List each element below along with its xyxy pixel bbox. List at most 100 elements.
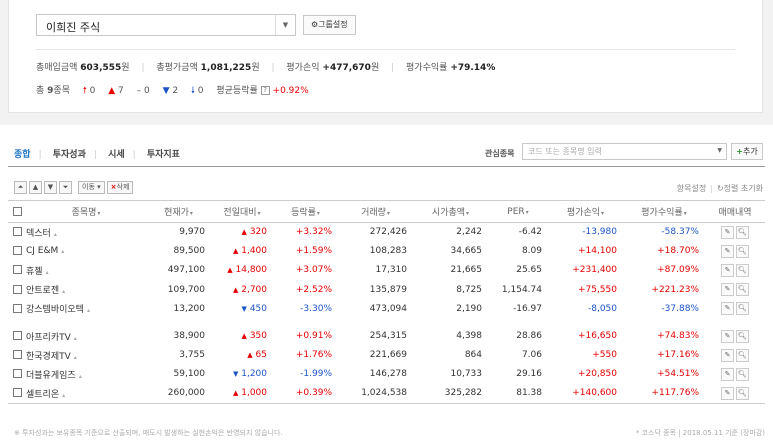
row-checkbox[interactable]	[12, 369, 22, 379]
table-row[interactable]: 강스템바이오텍 ▴ 13,200 ▼ 450 -3.30% 473,094 2,190 -16…	[8, 299, 765, 318]
volume-cell: 108,283	[369, 246, 407, 257]
tab-overview[interactable]: 종합	[14, 150, 31, 160]
stock-name[interactable]: 셀트리온	[26, 389, 60, 400]
pencil-icon[interactable]: ✎	[721, 367, 734, 381]
row-checkbox[interactable]	[12, 388, 22, 398]
row-controls: ⏶ ▲ ▼ ⏷ 이동 ▾ ×삭제	[14, 181, 134, 196]
per-cell: 29.16	[516, 369, 542, 380]
avg-rate-label: 평균등락률	[216, 86, 258, 96]
stock-name[interactable]: 덱스터	[26, 228, 51, 239]
column-settings-link[interactable]: 항목설정	[676, 184, 707, 193]
pencil-icon[interactable]: ✎	[721, 302, 734, 316]
change-cell: ▲ 320	[211, 223, 273, 242]
magnifier-icon[interactable]: 🔍︎	[736, 329, 749, 343]
eval-return-cell: +117.76%	[623, 384, 705, 404]
magnifier-icon[interactable]: 🔍︎	[736, 367, 749, 381]
pencil-icon[interactable]: ✎	[721, 225, 734, 239]
row-checkbox[interactable]	[12, 265, 22, 275]
row-checkbox[interactable]	[12, 227, 22, 237]
group-settings-button[interactable]: ⚙그룹설정	[303, 15, 356, 35]
add-stock-label: 추가	[742, 147, 758, 156]
eval-return-cell: +221.23%	[651, 284, 699, 295]
col-per[interactable]: PER▾	[488, 200, 548, 223]
col-price[interactable]: 현재가▾	[146, 200, 211, 223]
plus-icon: +	[736, 147, 743, 156]
table-row[interactable]: 덱스터 ▴ 9,970 ▲ 320 +3.32% 272,426 2,242 -6.42 -13…	[8, 223, 765, 242]
reset-sort-link[interactable]: 정렬 초기화	[723, 184, 763, 193]
magnifier-icon[interactable]: 🔍︎	[736, 225, 749, 239]
portfolio-select[interactable]: 이희진 주식 ▼	[36, 14, 296, 36]
row-checkbox[interactable]	[12, 284, 22, 294]
change-value: 320	[249, 227, 267, 238]
market-cap-cell: 8,725	[456, 284, 482, 295]
volume-cell: 221,669	[369, 350, 407, 361]
chevron-down-icon[interactable]: ▼	[275, 15, 295, 35]
divider	[36, 49, 735, 50]
eval-return-cell: +74.83%	[657, 331, 699, 342]
magnifier-icon[interactable]: 🔍︎	[736, 283, 749, 297]
magnifier-icon[interactable]: 🔍︎	[736, 244, 749, 258]
pencil-icon[interactable]: ✎	[721, 244, 734, 258]
table-row[interactable]: CJ E&M ▴ 89,500 ▲ 1,400 +1.59% 108,283 34,665 8…	[8, 242, 765, 261]
table-row[interactable]: 아프리카TV ▴ 38,900 ▲ 350 +0.91% 254,315 4,398 28.8…	[8, 326, 765, 345]
stock-name[interactable]: 아프리카TV	[26, 332, 71, 343]
table-row[interactable]: 셀트리온 ▴ 260,000 ▲ 1,000 +0.39% 1,024,538 325,28…	[8, 384, 765, 404]
per-cell: 7.06	[521, 350, 542, 361]
table-row[interactable]: 한국경제TV ▴ 3,755 ▲ 65 +1.76% 221,669 864 7.06 +550…	[8, 346, 765, 365]
move-button[interactable]: 이동 ▾	[78, 181, 105, 194]
row-checkbox[interactable]	[12, 350, 22, 360]
select-all-checkbox[interactable]	[12, 206, 22, 216]
table-row[interactable]: 안트로젠 ▴ 109,700 ▲ 2,700 +2.52% 135,879 8,725 1,1…	[8, 280, 765, 299]
market-dot-icon: ▴	[86, 307, 90, 315]
col-market-cap[interactable]: 시가총액▾	[413, 200, 488, 223]
magnifier-icon[interactable]: 🔍︎	[736, 263, 749, 277]
stock-name[interactable]: CJ E&M	[26, 246, 59, 257]
row-checkbox[interactable]	[12, 303, 22, 313]
stock-name-cell: 덱스터 ▴	[26, 223, 146, 242]
help-icon[interactable]: ?	[260, 86, 270, 95]
delete-button[interactable]: ×삭제	[106, 181, 134, 194]
row-select-cell	[8, 223, 26, 242]
total-eval-value: 1,081,225	[200, 63, 252, 73]
col-eval-pl[interactable]: 평가손익▾	[548, 200, 623, 223]
col-name[interactable]: 종목명▾	[26, 200, 146, 223]
eval-pl-value: +477,670	[322, 63, 371, 73]
table-row[interactable]: 휴젤 ▴ 497,100 ▲ 14,800 +3.07% 17,310 21,665 25.6…	[8, 261, 765, 280]
pencil-icon[interactable]: ✎	[721, 386, 734, 400]
volume-cell: 473,094	[369, 303, 407, 314]
move-top-button[interactable]: ⏶	[14, 181, 27, 194]
col-eval-return[interactable]: 평가수익률▾	[623, 200, 705, 223]
table-row[interactable]: 더블유게임즈 ▴ 59,100 ▼ 1,200 -1.99% 146,278 10,733 2…	[8, 365, 765, 384]
stock-name[interactable]: 강스템바이오텍	[26, 305, 84, 316]
total-eval-label: 총평가금액	[156, 63, 198, 73]
stock-name[interactable]: 휴젤	[26, 266, 43, 277]
stock-name[interactable]: 안트로젠	[26, 286, 60, 297]
pencil-icon[interactable]: ✎	[721, 263, 734, 277]
pencil-icon[interactable]: ✎	[721, 283, 734, 297]
row-checkbox[interactable]	[12, 246, 22, 256]
stock-name-cell: 안트로젠 ▴	[26, 280, 146, 299]
stock-search-input[interactable]: 코드 또는 종목명 입력 ▼	[522, 143, 727, 160]
tab-performance[interactable]: 투자성과	[52, 150, 86, 160]
chevron-down-icon[interactable]: ▼	[717, 147, 722, 154]
market-dot-icon: ▴	[61, 248, 65, 256]
stock-name[interactable]: 한국경제TV	[26, 351, 71, 362]
magnifier-icon[interactable]: 🔍︎	[736, 302, 749, 316]
pencil-icon[interactable]: ✎	[721, 329, 734, 343]
tab-indicators[interactable]: 투자지표	[146, 150, 180, 160]
stock-name[interactable]: 더블유게임즈	[26, 370, 76, 381]
total-suffix: 종목	[53, 86, 70, 96]
magnifier-icon[interactable]: 🔍︎	[736, 386, 749, 400]
tab-quotes[interactable]: 시세	[108, 150, 125, 160]
col-rate[interactable]: 등락률▾	[273, 200, 338, 223]
move-up-button[interactable]: ▲	[29, 181, 42, 194]
magnifier-icon[interactable]: 🔍︎	[736, 348, 749, 362]
add-stock-button[interactable]: +추가	[731, 143, 763, 160]
group-settings-label: 그룹설정	[318, 20, 348, 29]
pencil-icon[interactable]: ✎	[721, 348, 734, 362]
move-bottom-button[interactable]: ⏷	[59, 181, 72, 194]
col-volume[interactable]: 거래량▾	[338, 200, 413, 223]
move-down-button[interactable]: ▼	[44, 181, 57, 194]
row-checkbox[interactable]	[12, 331, 22, 341]
col-change[interactable]: 전일대비▾	[211, 200, 273, 223]
